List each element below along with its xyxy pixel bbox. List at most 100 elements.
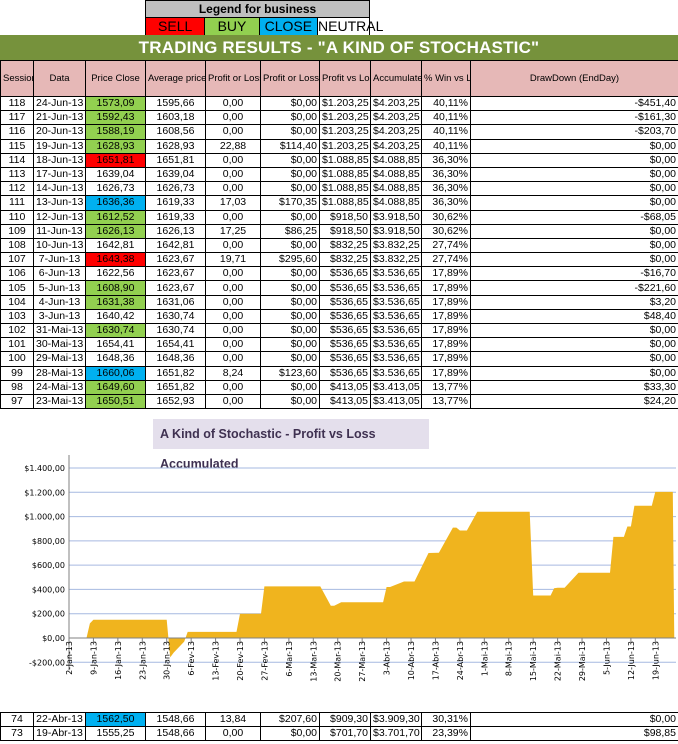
x-tick-label: 29-Mai-13 <box>578 641 587 681</box>
table-row: 73 19-Abr-13 1555,25 1548,66 0,00 $0,00 $701,7… <box>0 726 678 742</box>
table-row: 109 11-Jun-13 1626,13 1626,13 17,25 $86,25 $91… <box>0 223 678 239</box>
capital-cell: $4.088,85 <box>370 166 422 183</box>
date-cell: 19-Jun-13 <box>33 138 86 154</box>
date-cell: 23-Mai-13 <box>33 393 86 410</box>
legend-buy: BUY <box>205 18 260 35</box>
column-header: Session Number <box>0 60 34 97</box>
date-cell: 3-Jun-13 <box>33 308 86 325</box>
win-pct-cell: 17,89% <box>421 351 471 367</box>
x-tick-label: 13-Mar-13 <box>309 641 318 682</box>
avg-price-cell: 1619,33 <box>145 209 206 225</box>
table-row: 98 24-Mai-13 1649,60 1651,82 0,00 $0,00 $413,0… <box>0 379 678 395</box>
avg-price-cell: 1626,13 <box>145 223 206 239</box>
session-cell: 117 <box>0 110 34 126</box>
drawdown-cell: $33,30 <box>470 379 678 395</box>
profit-vs-loss-cell: $536,65 <box>319 308 371 325</box>
y-tick-label: $0,00 <box>42 634 65 643</box>
y-tick-label: $800,00 <box>32 537 65 546</box>
profit-vs-loss-cell: $1.088,85 <box>319 181 371 197</box>
table-row: 105 5-Jun-13 1608,90 1623,67 0,00 $0,00 $536,6… <box>0 280 678 296</box>
drawdown-cell: $0,00 <box>470 166 678 183</box>
pl-5cfd-cell: $123,60 <box>260 365 320 381</box>
profit-vs-loss-cell: $536,65 <box>319 365 371 381</box>
win-pct-cell: 30,62% <box>421 223 471 239</box>
table-row: 102 31-Mai-13 1630,74 1630,74 0,00 $0,00 $536,… <box>0 322 678 339</box>
x-tick-label: 20-Fev-13 <box>236 641 245 681</box>
profit-vs-loss-cell: $536,65 <box>319 294 371 310</box>
profit-vs-loss-cell: $918,50 <box>319 209 371 225</box>
table-row: 118 24-Jun-13 1573,09 1595,66 0,00 $0,00 $1.20… <box>0 95 678 112</box>
x-tick-label: 19-Jun-13 <box>651 641 660 680</box>
pl-5cfd-cell: $0,00 <box>260 726 320 742</box>
win-pct-cell: 17,89% <box>421 294 471 310</box>
price-close-cell: 1562,50 <box>85 711 146 728</box>
price-close-cell: 1643,38 <box>85 252 146 268</box>
y-tick-label: $1.000,00 <box>24 513 65 522</box>
drawdown-cell: $0,00 <box>470 181 678 197</box>
profit-vs-loss-cell: $1.088,85 <box>319 195 371 211</box>
win-pct-cell: 27,74% <box>421 237 471 254</box>
drawdown-cell: -$161,30 <box>470 110 678 126</box>
column-header: Accumulated Capital <box>370 60 422 97</box>
session-cell: 102 <box>0 322 34 339</box>
capital-cell: $3.413,05 <box>370 393 422 410</box>
date-cell: 5-Jun-13 <box>33 280 86 296</box>
profit-vs-loss-cell: $536,65 <box>319 266 371 282</box>
pl-1cfd-cell: 13,84 <box>205 711 261 728</box>
date-cell: 18-Jun-13 <box>33 152 86 168</box>
table-row: 112 14-Jun-13 1626,73 1626,73 0,00 $0,00 $1.08… <box>0 181 678 197</box>
avg-price-cell: 1595,66 <box>145 95 206 112</box>
table-row: 115 19-Jun-13 1628,93 1628,93 22,88 $114,40 $1… <box>0 138 678 154</box>
pl-5cfd-cell: $0,00 <box>260 266 320 282</box>
pl-1cfd-cell: 0,00 <box>205 726 261 742</box>
x-tick-label: 5-Jun-13 <box>602 641 611 675</box>
table-row: 99 28-Mai-13 1660,06 1651,82 8,24 $123,60 $536… <box>0 365 678 381</box>
avg-price-cell: 1623,67 <box>145 252 206 268</box>
win-pct-cell: 36,30% <box>421 166 471 183</box>
drawdown-cell: $0,00 <box>470 337 678 353</box>
profit-vs-loss-cell: $413,05 <box>319 379 371 395</box>
drawdown-cell: $0,00 <box>470 351 678 367</box>
price-close-cell: 1654,41 <box>85 337 146 353</box>
date-cell: 29-Mai-13 <box>33 351 86 367</box>
session-cell: 114 <box>0 152 34 168</box>
table-row: 101 30-Mai-13 1654,41 1654,41 0,00 $0,00 $536,… <box>0 337 678 353</box>
capital-cell: $3.413,05 <box>370 379 422 395</box>
legend-neutral: NEUTRAL <box>318 18 384 35</box>
pl-1cfd-cell: 0,00 <box>205 237 261 254</box>
capital-cell: $3.536,65 <box>370 351 422 367</box>
x-tick-label: 13-Fev-13 <box>212 641 221 681</box>
profit-vs-loss-cell: $832,25 <box>319 252 371 268</box>
win-pct-cell: 27,74% <box>421 252 471 268</box>
table-row: 116 20-Jun-13 1588,19 1608,56 0,00 $0,00 $1.20… <box>0 124 678 140</box>
pl-5cfd-cell: $0,00 <box>260 124 320 140</box>
session-cell: 113 <box>0 166 34 183</box>
price-close-cell: 1660,06 <box>85 365 146 381</box>
price-close-cell: 1648,36 <box>85 351 146 367</box>
date-cell: 6-Jun-13 <box>33 266 86 282</box>
date-cell: 24-Jun-13 <box>33 95 86 112</box>
profit-vs-loss-cell: $909,30 <box>319 711 371 728</box>
pl-5cfd-cell: $0,00 <box>260 209 320 225</box>
date-cell: 22-Abr-13 <box>33 711 86 728</box>
session-cell: 73 <box>0 726 34 742</box>
capital-cell: $3.536,65 <box>370 322 422 339</box>
drawdown-cell: $0,00 <box>470 252 678 268</box>
pl-5cfd-cell: $207,60 <box>260 711 320 728</box>
x-tick-label: 27-Mar-13 <box>358 641 367 682</box>
capital-cell: $4.203,25 <box>370 138 422 154</box>
pl-5cfd-cell: $86,25 <box>260 223 320 239</box>
pl-1cfd-cell: 0,00 <box>205 294 261 310</box>
session-cell: 115 <box>0 138 34 154</box>
date-cell: 28-Mai-13 <box>33 365 86 381</box>
column-header: Data <box>33 60 86 97</box>
pl-5cfd-cell: $295,60 <box>260 252 320 268</box>
profit-vs-loss-cell: $1.203,25 <box>319 95 371 112</box>
session-cell: 105 <box>0 280 34 296</box>
pl-5cfd-cell: $170,35 <box>260 195 320 211</box>
session-cell: 97 <box>0 393 34 410</box>
pl-5cfd-cell: $0,00 <box>260 393 320 410</box>
session-cell: 104 <box>0 294 34 310</box>
session-cell: 99 <box>0 365 34 381</box>
